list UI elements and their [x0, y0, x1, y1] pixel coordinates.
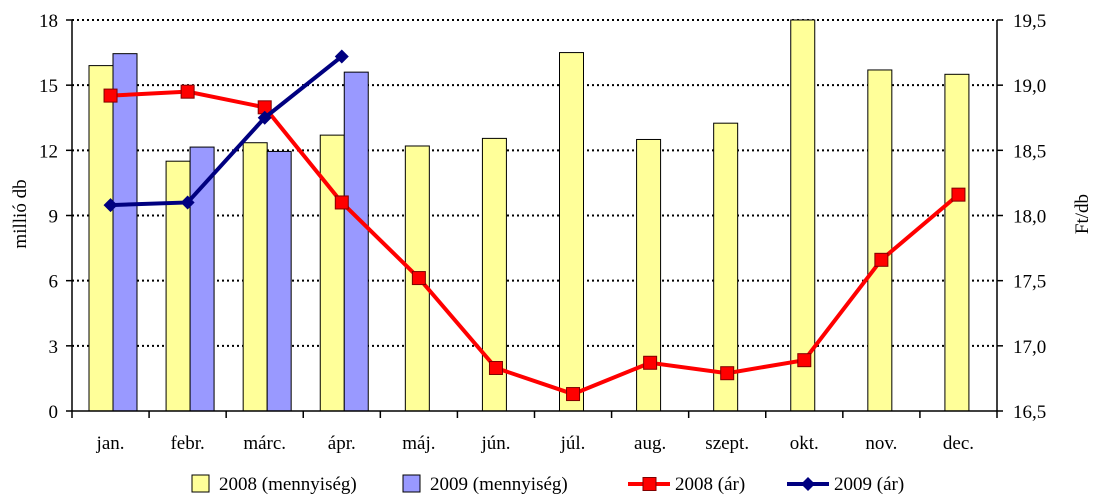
left-tick-label: 12	[39, 141, 58, 162]
point-2009	[334, 49, 349, 64]
left-tick-label: 18	[39, 11, 58, 32]
line-2008	[110, 89, 960, 397]
point-2008	[720, 366, 735, 381]
left-tick-label: 6	[49, 272, 59, 293]
x-axis-ticks: jan. febr. márc. ápr. máj. jún. júl. aug. szept.…	[71, 411, 998, 454]
right-axis-ticks: 16,5 17,0 17,5 18,0 18,5 19,0 19,5	[997, 11, 1046, 423]
line-2009	[110, 54, 344, 208]
bar-2008-jan.	[88, 65, 114, 412]
right-tick-label: 17,0	[1013, 337, 1046, 358]
bar-2008-nov.	[867, 69, 893, 412]
point-2008	[411, 271, 426, 286]
point-2008	[797, 353, 812, 368]
bar-2009-jan.	[112, 53, 138, 412]
bar-2009-febr.	[189, 146, 215, 412]
line-series	[103, 49, 966, 402]
legend-swatch	[402, 474, 421, 493]
point-2008	[488, 360, 503, 375]
bar-2008-aug.	[636, 138, 662, 412]
point-2009	[257, 110, 272, 125]
legend-label: 2009 (ár)	[834, 474, 904, 495]
left-tick-label: 15	[39, 76, 58, 97]
left-tick-label: 3	[49, 337, 59, 358]
point-2008	[180, 84, 195, 99]
x-tick-label: szept.	[705, 433, 749, 454]
x-tick-label: aug.	[634, 433, 666, 454]
right-tick-label: 16,5	[1013, 402, 1046, 423]
x-tick-label: jún.	[480, 433, 510, 454]
bar-2008-ápr.	[319, 134, 345, 412]
x-tick-label: febr.	[170, 433, 204, 454]
left-axis-ticks: 0 3 6 9 12 15 18	[39, 11, 72, 423]
legend-label: 2008 (mennyiség)	[219, 474, 357, 495]
point-2008	[643, 355, 658, 370]
legend-swatch	[191, 474, 210, 493]
bar-series	[88, 19, 970, 412]
point-2008	[951, 187, 966, 202]
legend: 2008 (mennyiség) 2009 (mennyiség) 2008 (ár…	[191, 474, 904, 495]
bar-2008-márc.	[242, 142, 268, 412]
legend-marker	[801, 477, 815, 491]
right-tick-label: 18,5	[1013, 141, 1046, 162]
right-tick-label: 17,5	[1013, 272, 1046, 293]
right-tick-label: 18,0	[1013, 207, 1046, 228]
left-tick-label: 0	[49, 402, 59, 423]
bar-2009-ápr.	[343, 71, 369, 412]
point-2008	[874, 252, 889, 267]
left-tick-label: 9	[49, 207, 59, 228]
x-tick-label: okt.	[790, 433, 819, 454]
point-2008	[334, 195, 349, 210]
x-tick-label: márc.	[243, 433, 286, 454]
bar-2009-márc.	[266, 150, 292, 412]
gridlines	[72, 19, 997, 347]
point-2009	[103, 198, 118, 213]
legend-marker	[642, 477, 657, 491]
point-2008	[566, 387, 581, 402]
point-2008	[103, 88, 118, 103]
x-tick-label: nov.	[865, 433, 897, 454]
x-tick-label: dec.	[943, 433, 974, 454]
x-tick-label: ápr.	[328, 433, 356, 454]
right-axis-title: Ft/db	[1072, 194, 1093, 234]
left-axis-title: millió db	[10, 179, 31, 248]
x-tick-label: jan.	[96, 433, 125, 454]
bar-2008-júl.	[559, 52, 584, 412]
point-2009	[180, 195, 195, 210]
right-tick-label: 19,5	[1013, 11, 1046, 32]
legend-label: 2009 (mennyiség)	[430, 474, 568, 495]
legend-label: 2008 (ár)	[675, 474, 745, 495]
bar-2008-dec.	[944, 73, 970, 412]
x-tick-label: júl.	[560, 433, 586, 454]
x-tick-label: máj.	[402, 433, 435, 454]
right-tick-label: 19,0	[1013, 76, 1046, 97]
